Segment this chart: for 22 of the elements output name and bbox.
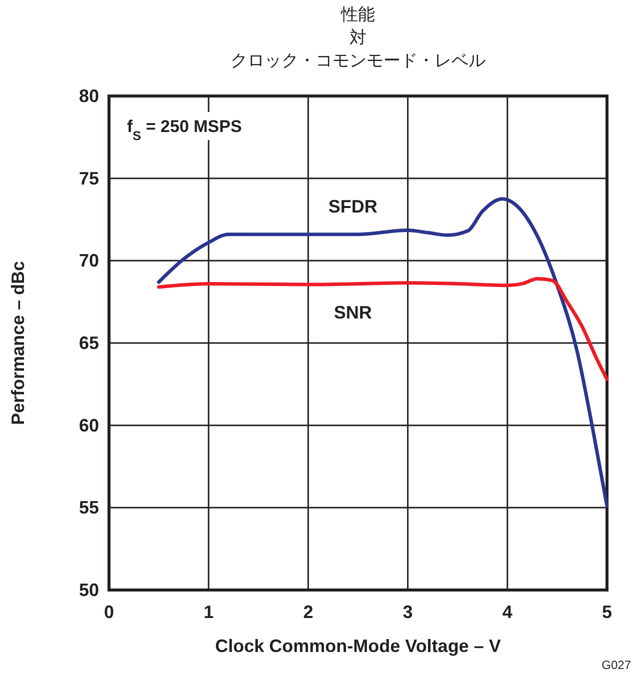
line-series — [157, 277, 609, 381]
x-axis-title: Clock Common-Mode Voltage – V — [215, 636, 501, 656]
series-label: SFDR — [328, 196, 378, 216]
x-tick-label: 4 — [502, 602, 512, 622]
y-tick-label: 70 — [78, 250, 99, 271]
y-axis-title: Performance – dBc — [8, 260, 28, 426]
series-label: SNR — [334, 302, 372, 323]
y-tick-label: 55 — [78, 498, 99, 518]
line-series — [157, 197, 609, 508]
y-tick-label: 65 — [78, 333, 99, 353]
chart-title: 性能対クロック・コモンモード・レベル — [230, 5, 486, 71]
x-tick-label: 5 — [602, 602, 612, 622]
y-tick-label: 80 — [78, 86, 99, 106]
x-tick-label: 3 — [402, 602, 413, 622]
x-tick-label: 2 — [303, 602, 314, 622]
x-tick-label: 0 — [104, 602, 114, 622]
y-tick-label: 75 — [78, 168, 99, 188]
text: G027 — [602, 658, 632, 672]
y-tick-label: 60 — [78, 415, 99, 436]
annotation: f$_{S}$ = 250 MSPS — [127, 117, 242, 142]
x-tick-label: 1 — [204, 602, 214, 622]
y-tick-label: 50 — [78, 580, 99, 600]
